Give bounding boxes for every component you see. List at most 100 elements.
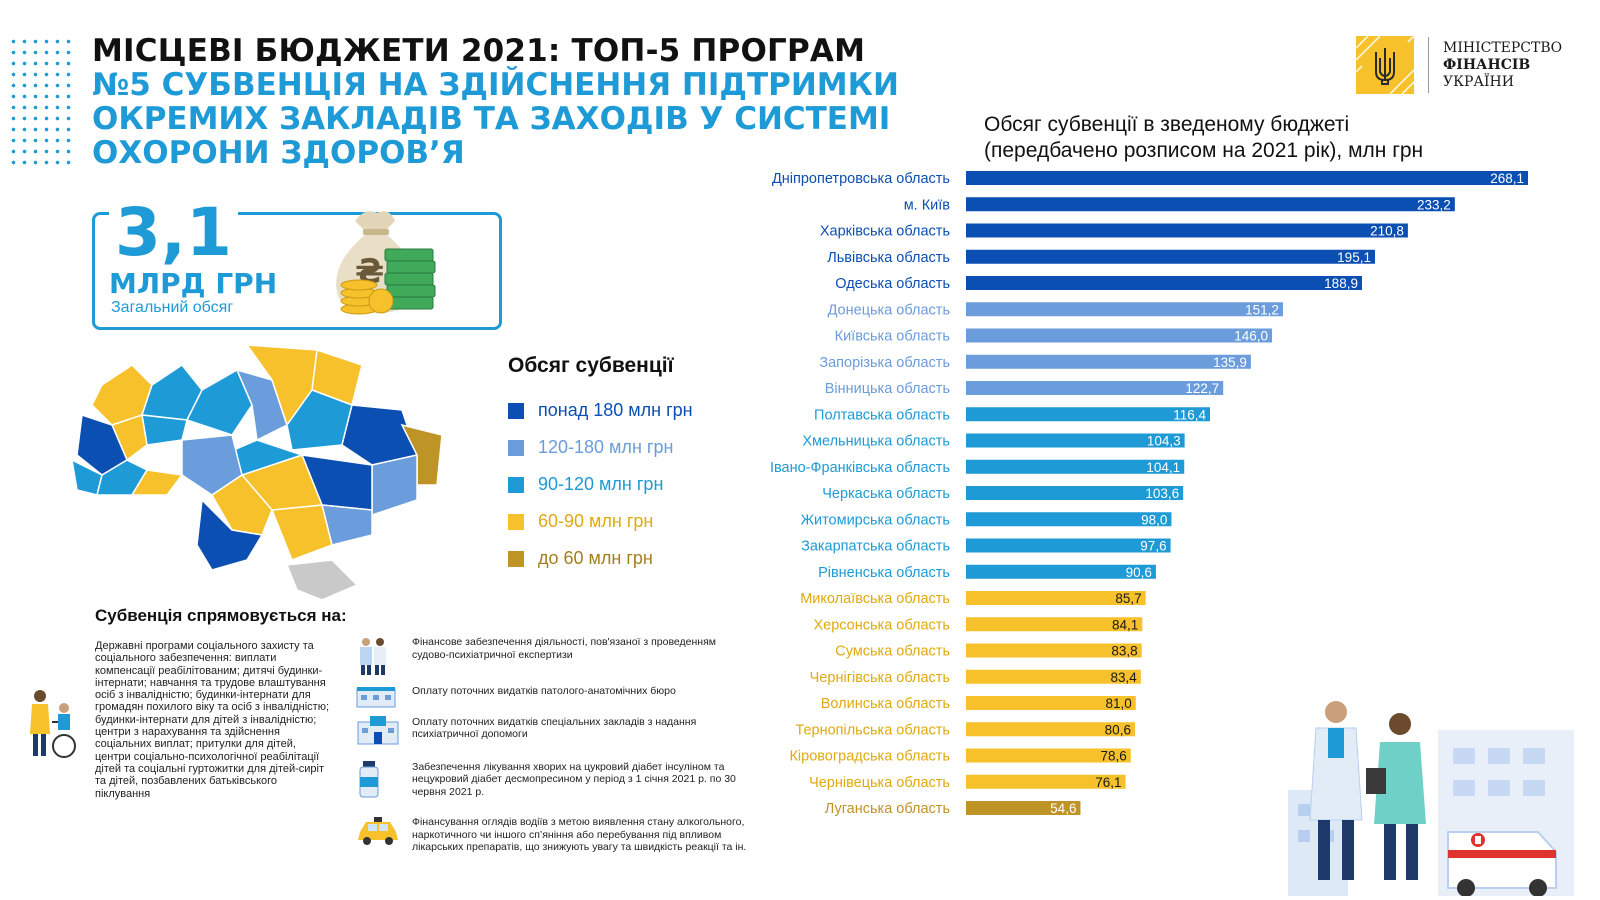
bar [966, 302, 1283, 317]
legend-swatch [508, 476, 524, 493]
usage-item-text: Оплату поточних видатків патолого-анатом… [412, 685, 676, 697]
value-label: 54,6 [1050, 801, 1076, 816]
legend-item: 120-180 млн грн [508, 429, 693, 466]
bar [966, 407, 1211, 422]
bar [966, 459, 1185, 474]
value-label: 81,0 [1106, 696, 1132, 711]
bar [966, 276, 1362, 290]
legend-title: Обсяг субвенції [508, 354, 674, 377]
value-label: 210,8 [1370, 224, 1404, 239]
category-label: Херсонська область [813, 617, 950, 633]
category-label: Запорізька область [819, 355, 950, 371]
legend-item: понад 180 млн грн [508, 392, 693, 429]
category-label: Кіровоградська область [789, 749, 950, 765]
category-label: Дніпропетровська область [772, 171, 950, 187]
category-label: Чернігівська область [810, 670, 950, 686]
total-label: Загальний обсяг [111, 299, 234, 316]
category-label: Одеська область [835, 276, 950, 292]
chart-title: Обсяг субвенції в зведеному бюджеті (пер… [984, 112, 1544, 164]
category-label: Волинська область [821, 696, 950, 712]
category-label: Черкаська область [822, 486, 950, 502]
bar [966, 617, 1143, 632]
category-label: Хмельницька область [802, 434, 950, 450]
legend-item: 90-120 млн грн [508, 466, 693, 503]
value-label: 84,1 [1112, 617, 1138, 632]
value-label: 104,1 [1146, 460, 1180, 475]
usage-item: Фінансове забезпечення діяльності, пов'я… [356, 636, 751, 675]
region-kharkiv [341, 404, 418, 466]
logo-divider [1428, 37, 1429, 93]
bar [966, 171, 1528, 185]
region-luhansk [400, 423, 443, 486]
money-bag-icon: ₴ [336, 211, 436, 315]
value-label: 151,2 [1245, 302, 1279, 317]
legend-item: до 60 млн грн [508, 540, 693, 577]
bar [966, 249, 1375, 264]
value-label: 195,1 [1337, 250, 1371, 265]
bar [966, 774, 1126, 789]
usage-list: Фінансове забезпечення діяльності, пов'я… [356, 636, 751, 854]
value-label: 76,1 [1095, 775, 1121, 790]
usage-title: Субвенція спрямовується на: [95, 606, 347, 625]
legend-swatch [508, 402, 524, 419]
category-label: Харківська область [820, 224, 950, 240]
category-label: Тернопільська область [795, 722, 950, 738]
category-label: м. Київ [904, 197, 951, 213]
category-label: Житомирська область [801, 512, 950, 528]
caregiver-wheelchair-icon [30, 690, 76, 758]
bar [966, 643, 1142, 658]
category-label: Чернівецька область [809, 775, 950, 791]
medical-staff-illustration [1288, 701, 1574, 896]
bar [966, 801, 1081, 815]
legend-label: 120-180 млн грн [538, 437, 674, 457]
value-label: 233,2 [1417, 197, 1451, 212]
legend-swatch [508, 513, 524, 530]
category-label: Львівська область [827, 250, 950, 266]
medicine-vial-icon [359, 760, 379, 797]
legend-swatch [508, 439, 524, 456]
region-mykolaiv [211, 474, 273, 536]
usage-item-text: Фінансування оглядів водіїв з метою вияв… [412, 816, 747, 853]
chart-title-line-1: Обсяг субвенції в зведеному бюджеті [984, 113, 1350, 136]
category-label: Закарпатська область [801, 539, 950, 555]
legend-swatch [508, 550, 524, 567]
legend-label: понад 180 млн грн [538, 400, 693, 420]
value-label: 78,6 [1100, 749, 1126, 764]
bar [966, 197, 1455, 212]
category-label: Київська область [835, 329, 950, 345]
header: МІСЦЕВІ БЮДЖЕТИ 2021: ТОП-5 ПРОГРАМ №5 С… [92, 34, 952, 170]
category-label: Івано-Франківська область [770, 460, 950, 476]
usage-social-programs: Державні програми соціального захисту та… [95, 640, 330, 800]
page-subtitle-line-2: ОКРЕМИХ ЗАКЛАДІВ ТА ЗАХОДІВ У СИСТЕМІ [92, 101, 891, 137]
region-kherson [270, 504, 333, 561]
usage-item: Фінансування оглядів водіїв з метою вияв… [356, 816, 751, 854]
usage-item: Забезпечення лікування хворих на цукрови… [356, 760, 751, 799]
bar [966, 381, 1224, 395]
value-label: 83,4 [1111, 670, 1138, 685]
logo-text: МІНІСТЕРСТВО ФІНАНСІВ УКРАЇНИ [1443, 40, 1562, 91]
chart-title-line-2: (передбачено розписом на 2021 рік), млн … [984, 139, 1424, 162]
region-khmelnytskyi [141, 414, 188, 446]
decorative-dots [8, 36, 72, 166]
value-label: 104,3 [1147, 434, 1181, 449]
value-label: 80,6 [1105, 722, 1131, 737]
region-chernivtsi [130, 469, 184, 496]
value-label: 146,0 [1234, 329, 1268, 344]
page-subtitle-line-1: №5 СУБВЕНЦІЯ НА ЗДІЙСНЕННЯ ПІДТРИМКИ [92, 67, 899, 103]
usage-item: Оплату поточних видатків патолого-анатом… [356, 685, 751, 708]
bar [966, 433, 1185, 448]
map-legend: Обсяг субвенції понад 180 млн грн 120-18… [508, 354, 693, 577]
legend-item: 60-90 млн грн [508, 503, 693, 540]
bar [966, 512, 1172, 527]
category-label: Полтавська область [814, 407, 950, 423]
doctors-icon [360, 638, 386, 675]
value-label: 122,7 [1185, 381, 1219, 396]
legend-label: 90-120 млн грн [538, 474, 664, 494]
category-label: Рівненська область [818, 565, 950, 581]
region-odesa [196, 498, 264, 571]
total-amount-box: 3,1 МЛРД ГРН Загальний обсяг ₴ [92, 197, 502, 330]
category-label: Вінницька область [825, 381, 950, 397]
usage-item-text: Забезпечення лікування хворих на цукрови… [412, 760, 736, 798]
logo-line-2: ФІНАНСІВ [1443, 56, 1531, 73]
logo-line-1: МІНІСТЕРСТВО [1443, 39, 1563, 56]
